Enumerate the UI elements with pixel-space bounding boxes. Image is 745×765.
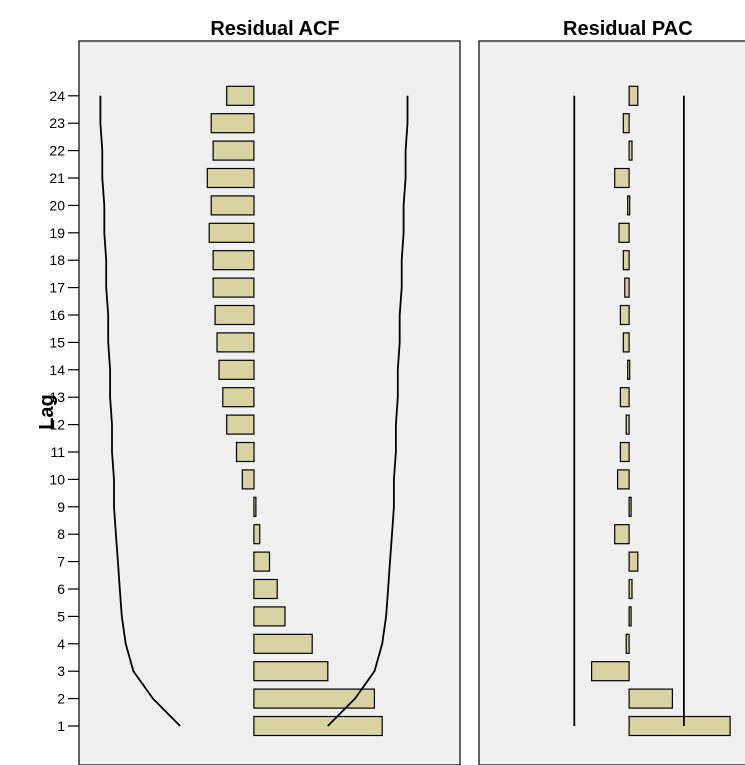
pacf-bar-lag-23 xyxy=(623,114,629,133)
pacf-bar-lag-14 xyxy=(628,360,630,379)
acf-bar-lag-12 xyxy=(227,415,254,434)
pacf-bar-lag-9 xyxy=(629,497,631,516)
pacf-title: Residual PAC xyxy=(563,18,693,40)
lag-tick-label-22: 22 xyxy=(49,143,65,159)
pacf-bar-lag-24 xyxy=(629,86,638,105)
acf-bar-lag-2 xyxy=(254,689,375,708)
acf-bar-lag-21 xyxy=(207,169,254,188)
acf-bar-lag-6 xyxy=(254,580,277,599)
pacf-bar-lag-12 xyxy=(626,415,629,434)
lag-tick-label-4: 4 xyxy=(57,636,65,652)
lag-tick-label-21: 21 xyxy=(49,170,65,186)
acf-bar-lag-7 xyxy=(254,552,270,571)
lag-tick-label-24: 24 xyxy=(49,88,65,104)
acf-panel xyxy=(79,41,460,765)
pacf-bar-lag-22 xyxy=(629,141,632,160)
pacf-bar-lag-18 xyxy=(623,251,629,270)
pacf-bar-lag-21 xyxy=(615,169,629,188)
acf-bar-lag-22 xyxy=(213,141,254,160)
lag-tick-label-17: 17 xyxy=(49,280,65,296)
acf-bar-lag-24 xyxy=(227,86,254,105)
lag-tick-label-10: 10 xyxy=(49,471,65,487)
lag-tick-label-1: 1 xyxy=(57,718,65,734)
acf-bar-lag-13 xyxy=(223,388,254,407)
lag-tick-label-11: 11 xyxy=(50,444,65,460)
pacf-bar-lag-7 xyxy=(629,552,638,571)
pacf-bar-lag-13 xyxy=(620,388,629,407)
pacf-bar-lag-1 xyxy=(629,717,730,736)
acf-bar-lag-14 xyxy=(219,360,254,379)
acf-bar-lag-5 xyxy=(254,607,285,626)
lag-tick-label-5: 5 xyxy=(57,608,65,624)
acf-bar-lag-17 xyxy=(213,278,254,297)
acf-bar-lag-19 xyxy=(209,223,254,242)
acf-bar-lag-20 xyxy=(211,196,254,215)
acf-bar-lag-9 xyxy=(254,497,256,516)
pacf-bar-lag-16 xyxy=(620,306,629,325)
lag-tick-label-16: 16 xyxy=(49,307,65,323)
lag-tick-label-13: 13 xyxy=(49,389,65,405)
pacf-bar-lag-11 xyxy=(620,443,629,462)
lag-tick-label-3: 3 xyxy=(57,663,65,679)
pacf-bar-lag-2 xyxy=(629,689,672,708)
lag-tick-label-12: 12 xyxy=(49,417,65,433)
pacf-bar-lag-8 xyxy=(615,525,629,544)
acf-bar-lag-23 xyxy=(211,114,254,133)
acf-bar-lag-3 xyxy=(254,662,328,681)
pacf-bar-lag-17 xyxy=(625,278,629,297)
pacf-panel xyxy=(479,41,745,765)
acf-bar-lag-16 xyxy=(215,306,254,325)
pacf-bar-lag-5 xyxy=(629,607,631,626)
lag-tick-label-20: 20 xyxy=(49,197,65,213)
acf-bar-lag-15 xyxy=(217,333,254,352)
lag-tick-label-8: 8 xyxy=(57,526,65,542)
lag-tick-label-9: 9 xyxy=(57,499,65,515)
lag-tick-label-18: 18 xyxy=(49,252,65,268)
pacf-bar-lag-3 xyxy=(592,662,630,681)
lag-tick-label-7: 7 xyxy=(57,554,65,570)
lag-tick-label-14: 14 xyxy=(49,362,65,378)
acf-title: Residual ACF xyxy=(210,18,339,40)
acf-bar-lag-1 xyxy=(254,717,382,736)
pacf-bar-lag-20 xyxy=(628,196,630,215)
lag-tick-label-2: 2 xyxy=(57,691,65,707)
lag-tick-label-23: 23 xyxy=(49,115,65,131)
pacf-bar-lag-4 xyxy=(626,634,629,653)
acf-bar-lag-11 xyxy=(237,443,255,462)
lag-tick-label-15: 15 xyxy=(49,334,65,350)
pacf-bar-lag-15 xyxy=(623,333,629,352)
pacf-bar-lag-10 xyxy=(618,470,630,489)
pacf-bar-lag-6 xyxy=(629,580,632,599)
pacf-bar-lag-19 xyxy=(619,223,629,242)
acf-bar-lag-18 xyxy=(213,251,254,270)
lag-tick-label-6: 6 xyxy=(57,581,65,597)
acf-bar-lag-8 xyxy=(254,525,260,544)
lag-tick-label-19: 19 xyxy=(49,225,65,241)
acf-bar-lag-4 xyxy=(254,634,312,653)
acf-bar-lag-10 xyxy=(242,470,254,489)
